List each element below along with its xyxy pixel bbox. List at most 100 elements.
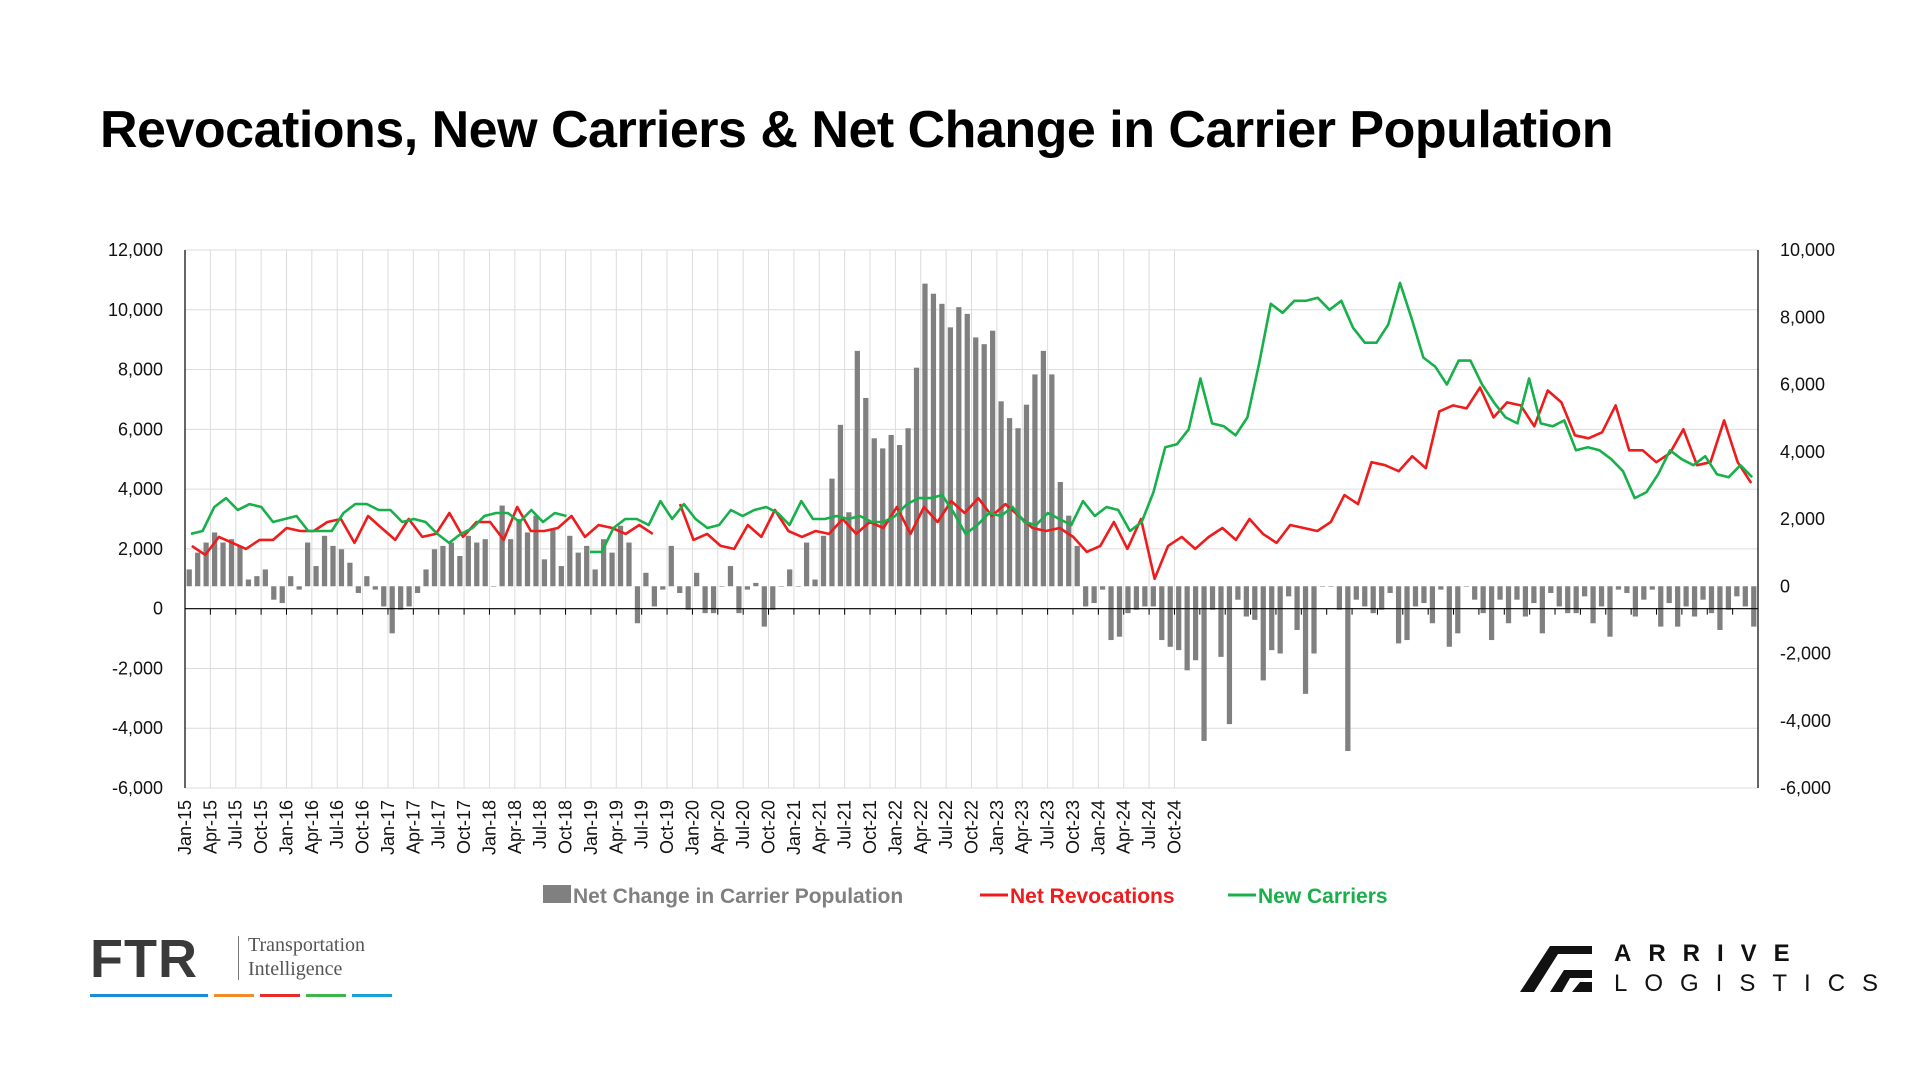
bar (1387, 586, 1393, 593)
legend-swatch-bar (543, 885, 571, 903)
x-tick-label: Jan-17 (378, 800, 398, 855)
bar (1708, 586, 1715, 614)
bar (372, 586, 378, 590)
legend-label: Net Revocations (1010, 885, 1175, 908)
x-tick-label: Jan-21 (784, 800, 804, 855)
bar (406, 586, 412, 607)
bar (1023, 404, 1030, 587)
bar (1201, 586, 1207, 741)
bar (744, 586, 751, 590)
bar (947, 327, 953, 587)
legend-label: Net Change in Carrier Population (573, 885, 903, 908)
bar (1497, 586, 1503, 600)
bar (803, 542, 810, 587)
bar (600, 539, 607, 587)
bar (1362, 586, 1368, 607)
x-tick-label: Jul-17 (429, 800, 449, 849)
bar (1040, 350, 1047, 587)
bar (338, 549, 345, 587)
x-tick-label: Oct-21 (860, 800, 880, 854)
x-tick-label: Apr-21 (809, 800, 829, 854)
bar (753, 582, 759, 587)
right-tick-label: 6,000 (1780, 375, 1825, 395)
bar (685, 586, 691, 610)
bar (1184, 586, 1190, 671)
x-tick-label: Apr-18 (505, 800, 525, 854)
bar (262, 569, 268, 587)
right-tick-label: 8,000 (1780, 307, 1825, 327)
bar (1099, 586, 1106, 590)
arrive-wordmark-line1: ARRIVE (1614, 940, 1807, 967)
bar (1522, 586, 1529, 617)
bar (1116, 586, 1123, 637)
bar (533, 515, 539, 587)
bar (237, 545, 243, 587)
bar (998, 401, 1004, 587)
bar (1015, 428, 1021, 587)
bar (347, 562, 353, 587)
bar (668, 545, 674, 587)
bar (922, 283, 928, 587)
bar (1192, 586, 1199, 661)
x-tick-label: Oct-22 (962, 800, 982, 854)
bar (1159, 586, 1165, 641)
bar (1590, 586, 1596, 624)
bar (220, 542, 226, 587)
bar (423, 569, 429, 587)
bar (516, 519, 522, 587)
bar (1150, 586, 1156, 607)
bar (592, 569, 598, 587)
bar (584, 545, 590, 587)
x-tick-label: Jul-22 (936, 800, 956, 849)
bar (364, 576, 370, 587)
left-tick-label: 10,000 (108, 300, 163, 320)
bar (660, 586, 666, 590)
bar-series-net-change (186, 283, 1757, 752)
line-series (190, 281, 1754, 581)
bar (203, 542, 209, 587)
right-axis-ticks: 10,000 8,000 6,000 4,000 2,000 0 -2,000 -4,000 -… (1780, 240, 1835, 798)
bar (1641, 586, 1647, 600)
bar (195, 552, 201, 587)
bar (1463, 586, 1469, 587)
x-tick-label: Jan-16 (276, 800, 296, 855)
bar (507, 539, 514, 587)
x-axis-ticks: Jan-15 Apr-15 Jul-15 Oct-15 Jan-16 Apr-16 Jul-… (175, 800, 1184, 855)
x-tick-label: Apr-20 (708, 800, 728, 854)
bar (1480, 586, 1486, 614)
x-tick-label: Jan-22 (885, 800, 905, 855)
x-tick-label: Jul-16 (327, 800, 347, 849)
right-tick-label: 10,000 (1780, 240, 1835, 260)
left-tick-label: 12,000 (108, 240, 163, 260)
bar (1167, 586, 1173, 647)
arrive-wordmark-line2: LOGISTICS (1614, 970, 1896, 997)
bar (1412, 586, 1419, 607)
bar (719, 586, 725, 587)
bar (770, 586, 776, 610)
bar (228, 539, 235, 587)
bar (1243, 586, 1249, 617)
bar (787, 569, 793, 587)
bar (651, 586, 657, 607)
x-tick-label: Jul-23 (1038, 800, 1058, 849)
bar (1345, 586, 1351, 752)
page-title: Revocations, New Carriers & Net Change i… (100, 101, 1614, 159)
bar (211, 532, 218, 587)
bar (863, 397, 869, 587)
bar (524, 532, 531, 587)
x-tick-label: Apr-16 (302, 800, 322, 854)
bar (1218, 586, 1224, 657)
bar (1108, 586, 1114, 641)
bar (1556, 586, 1562, 607)
x-tick-label: Jul-20 (733, 800, 753, 849)
bar (930, 293, 937, 587)
bar (1675, 586, 1681, 627)
ftr-logo: FTR Transportation Intelligence (90, 932, 392, 1002)
bar (1336, 586, 1343, 610)
x-tick-label: Oct-19 (657, 800, 677, 854)
bar (1607, 586, 1613, 637)
bar (474, 542, 480, 587)
bar (1505, 586, 1512, 624)
x-tick-label: Jan-23 (987, 800, 1007, 855)
